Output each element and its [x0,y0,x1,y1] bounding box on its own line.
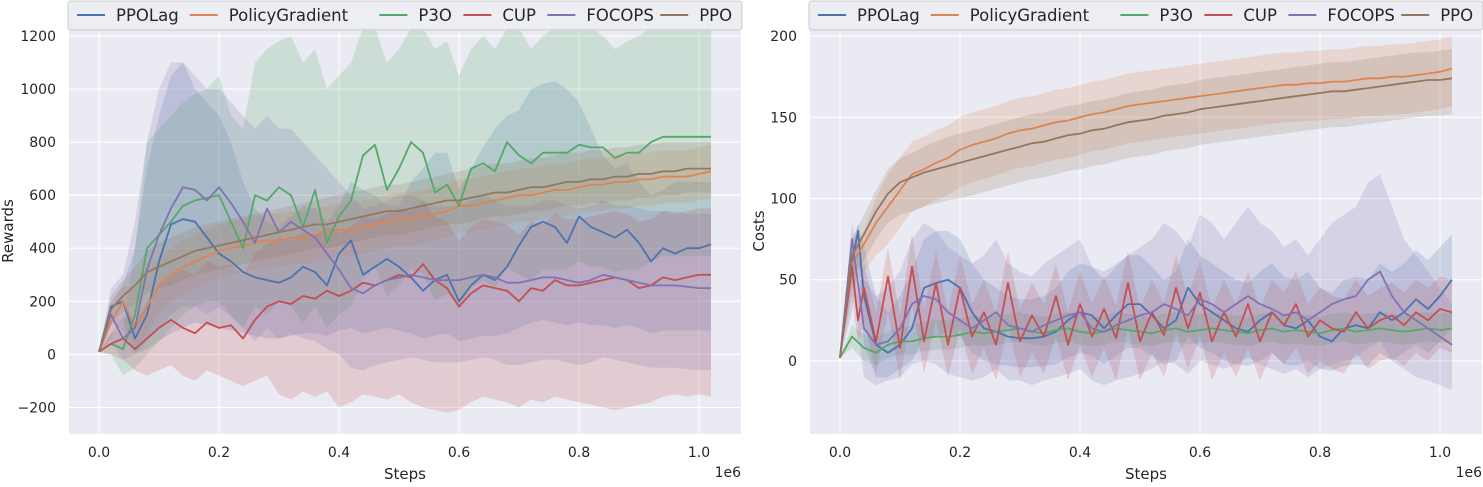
plot-area-background [810,28,1482,434]
legend-item-focops: FOCOPS [547,6,654,25]
y-tick-label: 50 [779,273,797,289]
series-band-cup [99,200,711,413]
y-tick-label: 1000 [20,82,56,98]
legend-item-ppo: PPO [660,6,732,25]
y-tick-label: 1200 [20,29,56,45]
legend-item-ppolag: PPOLag [77,6,179,25]
legend-item-cup: CUP [1204,6,1277,25]
legend: PPOLag PolicyGradient P3O CUP FOCOPS PPO [67,0,743,31]
x-offset-text: 1e6 [1456,465,1483,481]
legend-label: PolicyGradient [229,6,349,25]
series-band-focops [99,62,711,371]
y-tick-label: 800 [29,135,56,151]
y-tick-label: 200 [770,29,797,45]
x-tick-label: 0.8 [1309,445,1331,461]
series-line-ppolag [98,215,712,352]
legend-label: PPOLag [857,6,920,25]
x-tick-label: 0.6 [448,445,470,461]
y-tick-label: 400 [29,241,56,257]
series-line-cup [839,265,1453,358]
legend-label: P3O [1159,6,1192,25]
y-axis-label: Rewards [0,199,17,263]
legend-item-ppolag: PPOLag [818,6,920,25]
x-offset-text: 1e6 [715,465,742,481]
x-tick-label: 0.0 [88,445,110,461]
x-tick-label: 0.4 [1069,445,1091,461]
legend-item-ppo: PPO [1401,6,1473,25]
series-line-ppo [98,167,711,352]
series-line-ppolag [839,230,1453,358]
y-axis-label: Costs [750,210,768,251]
series-band-policygradient [840,36,1452,358]
y-tick-label: 600 [29,188,56,204]
legend-label: CUP [502,6,536,25]
x-tick-label: 0.2 [208,445,230,461]
series-band-ppo [840,49,1452,358]
x-tick-label: 1.0 [688,445,710,461]
legend-label: PPOLag [116,6,179,25]
series-band-p3o [99,28,711,376]
legend-label: CUP [1243,6,1277,25]
legend-label: PolicyGradient [970,6,1090,25]
legend-item-focops: FOCOPS [1288,6,1395,25]
x-tick-label: 0.0 [829,445,851,461]
legend: PPOLag PolicyGradient P3O CUP FOCOPS PPO [808,0,1483,31]
series-line-focops [98,186,711,352]
y-tick-label: 200 [29,294,56,310]
legend-label: P3O [418,6,451,25]
y-tick-label: 0 [47,347,56,363]
series-band-cup [840,234,1452,381]
y-tick-label: −200 [18,400,56,416]
legend-label: PPO [1440,6,1473,25]
x-tick-label: 0.8 [568,445,590,461]
x-axis-label: Steps [384,465,426,483]
legend-item-cup: CUP [463,6,536,25]
series-line-policygradient [98,170,712,353]
x-tick-label: 1.0 [1429,445,1451,461]
x-tick-label: 0.2 [949,445,971,461]
chart-panel-1: 0.0 0.2 0.4 0.6 0.8 1.0 −200 0 200 400 600 800 1000 1… [0,0,743,483]
series-line-p3o [98,135,711,353]
series-line-policygradient [839,67,1453,358]
y-tick-label: 150 [770,110,797,126]
series-band-ppo [99,142,711,352]
legend-item-p3o: P3O [1120,6,1193,25]
series-line-focops [839,238,1453,358]
x-tick-label: 0.6 [1189,445,1211,461]
legend-item-p3o: P3O [379,6,452,25]
y-tick-label: 0 [788,354,797,370]
series-line-ppo [839,77,1453,358]
legend-label: PPO [699,6,732,25]
series-band-policygradient [99,144,711,352]
x-axis-label: Steps [1125,465,1167,483]
y-tick-label: 100 [770,192,797,208]
legend-item-policygradient: PolicyGradient [189,6,349,25]
series-layer [839,36,1453,391]
series-layer [98,28,712,413]
legend-label: FOCOPS [586,6,653,25]
series-line-p3o [839,327,1453,359]
legend-item-policygradient: PolicyGradient [930,6,1090,25]
legend-label: FOCOPS [1327,6,1394,25]
x-tick-label: 0.4 [328,445,350,461]
chart-panel-2: 0.0 0.2 0.4 0.6 0.8 1.0 0 50 100 150 200 Steps Costs… [750,0,1483,483]
